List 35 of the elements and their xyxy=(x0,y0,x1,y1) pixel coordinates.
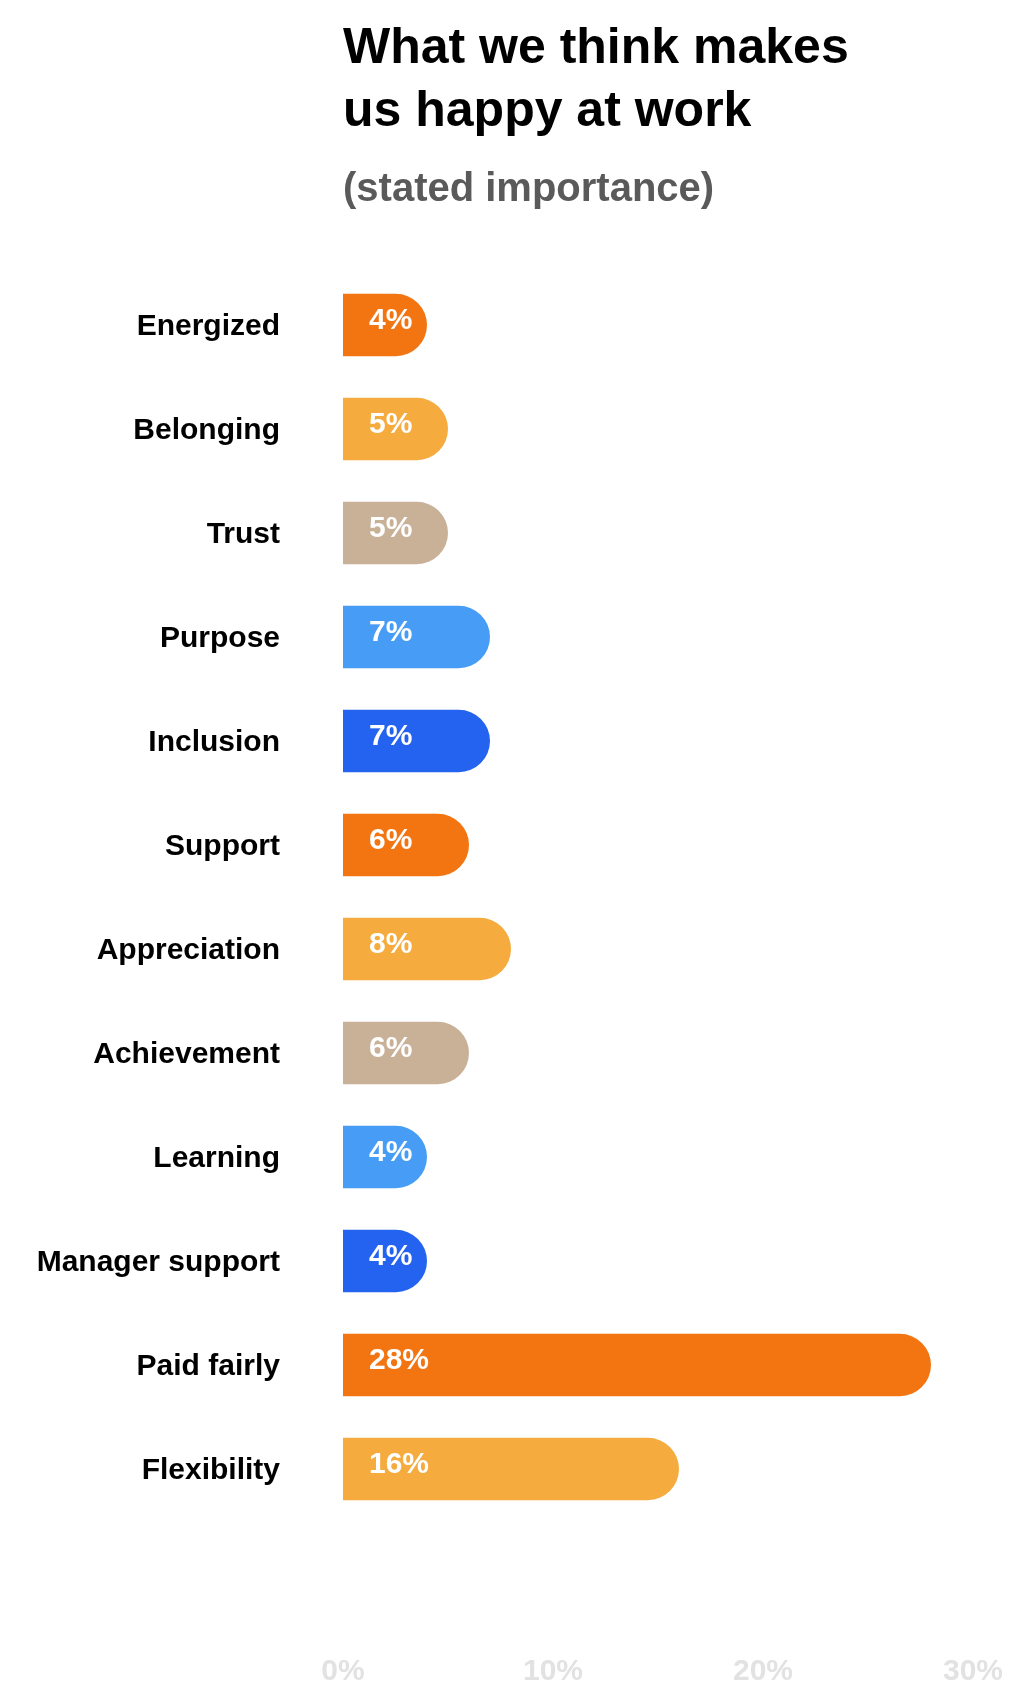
data-label: 6% xyxy=(369,1029,413,1063)
y-tick-label: Belonging xyxy=(133,412,280,445)
bar xyxy=(343,605,490,669)
data-label: 4% xyxy=(369,301,413,335)
data-label: 7% xyxy=(369,613,413,647)
bar xyxy=(343,397,448,461)
y-tick-label: Support xyxy=(165,828,280,861)
bar xyxy=(343,709,490,773)
data-label: 4% xyxy=(369,1237,413,1271)
bar xyxy=(343,1021,469,1085)
data-label: 8% xyxy=(369,925,413,959)
bar xyxy=(343,1437,679,1501)
chart-title: What we think makes us happy at work xyxy=(343,18,849,137)
y-tick-label: Achievement xyxy=(93,1036,280,1069)
y-tick-label: Purpose xyxy=(159,620,280,653)
y-tick-label: Learning xyxy=(153,1140,280,1173)
data-label: 6% xyxy=(369,821,413,855)
y-tick-label: Paid fairly xyxy=(136,1348,281,1381)
data-label: 16% xyxy=(369,1445,430,1479)
y-tick-label: Manager support xyxy=(36,1244,280,1277)
bar xyxy=(343,917,511,981)
y-tick-label: Energized xyxy=(136,308,280,341)
chart-subtitle: (stated importance) xyxy=(343,165,715,209)
data-label: 5% xyxy=(369,509,413,543)
y-tick-label: Flexibility xyxy=(141,1452,281,1485)
data-label: 5% xyxy=(369,405,413,439)
bar xyxy=(343,813,469,877)
data-label: 28% xyxy=(369,1341,430,1375)
y-tick-label: Appreciation xyxy=(96,932,280,965)
bar xyxy=(343,1333,931,1397)
data-label: 7% xyxy=(369,717,413,751)
bar xyxy=(343,501,448,565)
data-label: 4% xyxy=(369,1133,413,1167)
y-tick-label: Inclusion xyxy=(148,724,280,757)
y-tick-label: Trust xyxy=(206,516,280,549)
